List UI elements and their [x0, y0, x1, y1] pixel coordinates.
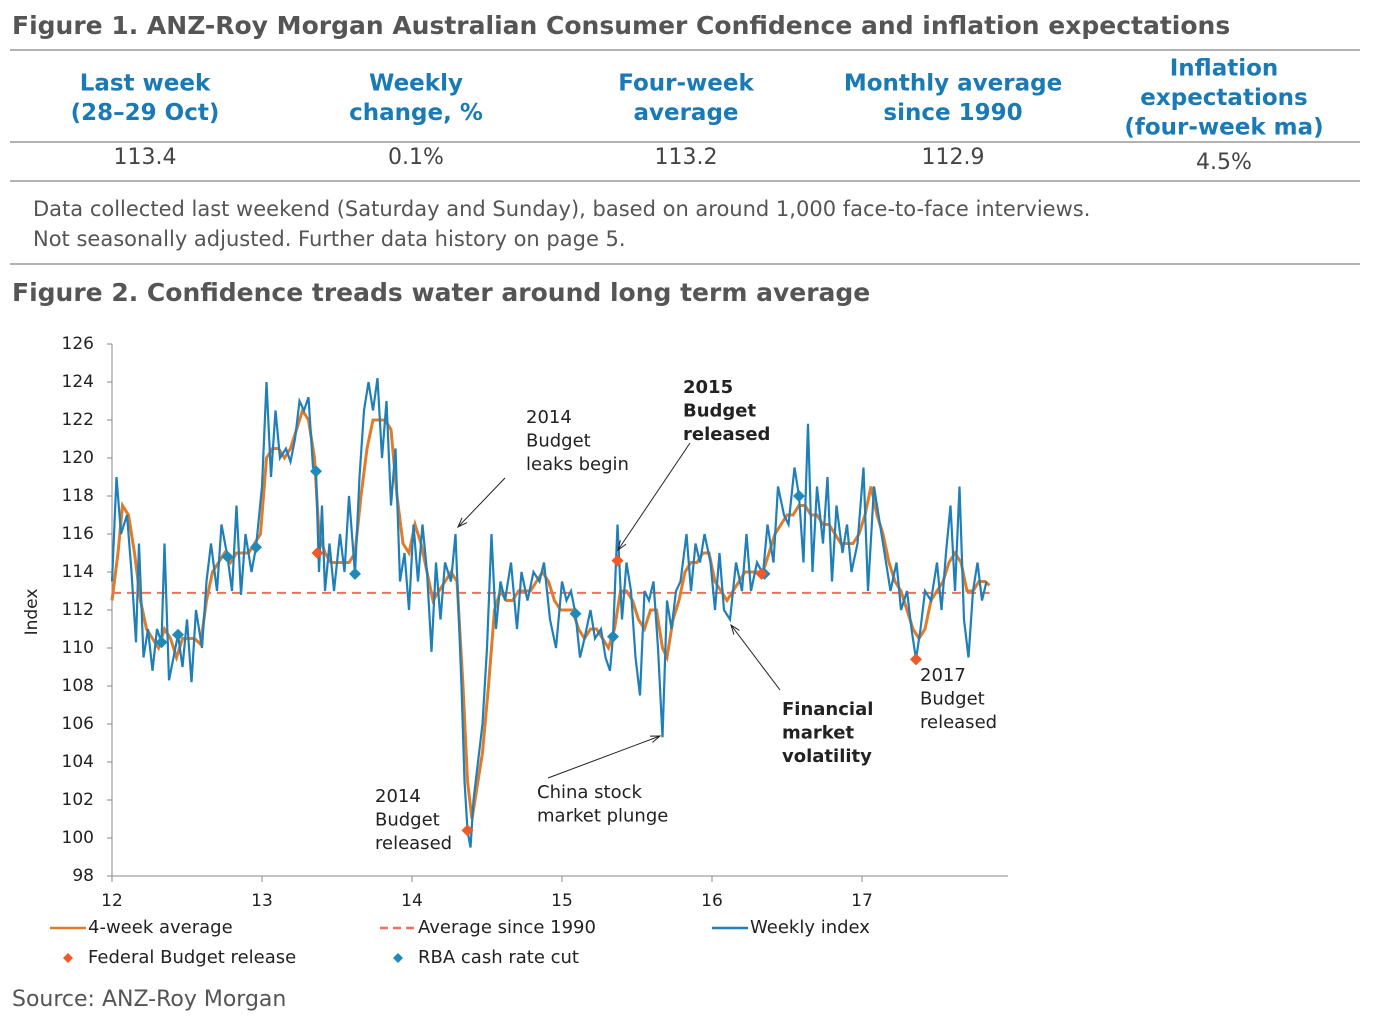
- arrow-head: [617, 540, 627, 552]
- marker: [910, 653, 922, 666]
- x-tick-label: 15: [551, 891, 573, 911]
- annotation: China stock: [537, 782, 642, 803]
- annotation-arrow: [457, 477, 506, 528]
- marker: [172, 628, 184, 641]
- y-tick-label: 104: [62, 752, 94, 772]
- annotation-arrow: [730, 624, 781, 691]
- x-tick-label: 17: [851, 891, 873, 911]
- marker: [793, 490, 805, 502]
- table-header: Weekly: [369, 71, 463, 97]
- table-cell: 4.5%: [1196, 150, 1252, 175]
- note: Not seasonally adjusted. Further data hi…: [33, 227, 626, 251]
- annotation-arrow: [547, 735, 661, 779]
- marker: [250, 541, 262, 554]
- annotation: released: [683, 424, 770, 445]
- marker: [310, 465, 322, 478]
- y-tick-label: 124: [62, 372, 94, 392]
- y-axis-label: Index: [22, 589, 42, 636]
- annotation: Budget: [683, 401, 757, 422]
- table-cell: 0.1%: [388, 145, 444, 170]
- legend-label: 4-week average: [88, 917, 233, 938]
- legend-label: Weekly index: [750, 917, 870, 938]
- arrow-head: [730, 623, 740, 635]
- annotation-arrow: [617, 442, 691, 551]
- table-header: (four-week ma): [1124, 115, 1323, 141]
- y-tick-label: 106: [62, 714, 94, 734]
- annotation: 2014: [526, 407, 572, 428]
- marker: [349, 567, 361, 580]
- x-tick-label: 16: [701, 891, 723, 911]
- x-tick-label: 13: [251, 891, 273, 911]
- legend-symbol: [393, 953, 403, 963]
- annotation: Budget: [526, 431, 591, 452]
- table-cell: 112.9: [922, 145, 985, 170]
- arrow-head: [649, 735, 662, 743]
- note: Data collected last weekend (Saturday an…: [33, 197, 1090, 221]
- y-tick-label: 98: [72, 866, 94, 886]
- y-tick-label: 118: [62, 486, 94, 506]
- marker: [155, 636, 168, 649]
- table-header: Monthly average: [844, 71, 1062, 97]
- annotation: released: [920, 712, 997, 733]
- marker: [607, 630, 619, 643]
- annotation: Budget: [920, 689, 985, 710]
- table-cell: 113.2: [655, 145, 718, 170]
- marker: [221, 550, 234, 563]
- table-header: Last week: [80, 71, 211, 97]
- table-cell: 113.4: [114, 145, 177, 170]
- annotation: Financial: [782, 699, 873, 720]
- annotation: 2017: [920, 665, 966, 686]
- y-tick-label: 116: [62, 524, 94, 544]
- annotation: 2014: [375, 786, 421, 807]
- marker: [611, 554, 624, 567]
- annotation: leaks begin: [526, 454, 629, 475]
- table-header: since 1990: [883, 100, 1022, 126]
- y-tick-label: 110: [62, 638, 94, 658]
- y-tick-label: 114: [62, 562, 94, 582]
- legend-label: Federal Budget release: [88, 947, 296, 968]
- annotation: 2015: [683, 377, 733, 398]
- legend-label: RBA cash rate cut: [418, 947, 579, 968]
- marker: [755, 567, 768, 580]
- annotation: Budget: [375, 810, 440, 831]
- table-header: Four-week: [618, 71, 754, 97]
- table-header: change, %: [349, 100, 483, 126]
- annotation: released: [375, 833, 452, 854]
- y-tick-label: 120: [62, 448, 94, 468]
- annotation: market plunge: [537, 806, 668, 827]
- annotation: market: [782, 723, 854, 744]
- legend-label: Average since 1990: [418, 917, 596, 938]
- legend-symbol: [63, 953, 73, 963]
- y-tick-label: 108: [62, 676, 94, 696]
- x-tick-label: 12: [101, 891, 123, 911]
- y-tick-label: 122: [62, 410, 94, 430]
- table-header: expectations: [1140, 85, 1307, 111]
- x-tick-label: 14: [401, 891, 423, 911]
- table-header: average: [633, 100, 738, 126]
- annotation: volatility: [782, 746, 872, 767]
- marker: [461, 824, 474, 837]
- marker: [569, 607, 582, 620]
- table-header: Inflation: [1170, 56, 1279, 82]
- y-tick-label: 102: [62, 790, 94, 810]
- y-tick-label: 126: [62, 334, 94, 354]
- table-header: (28–29 Oct): [71, 100, 220, 126]
- figure1-title: Figure 1. ANZ-Roy Morgan Australian Cons…: [12, 11, 1230, 40]
- y-tick-label: 100: [62, 828, 94, 848]
- arrow-head: [456, 517, 468, 529]
- y-tick-label: 112: [62, 600, 94, 620]
- marker: [311, 547, 324, 559]
- chart-title: Figure 2. Confidence treads water around…: [12, 278, 870, 307]
- source: Source: ANZ-Roy Morgan: [12, 987, 286, 1012]
